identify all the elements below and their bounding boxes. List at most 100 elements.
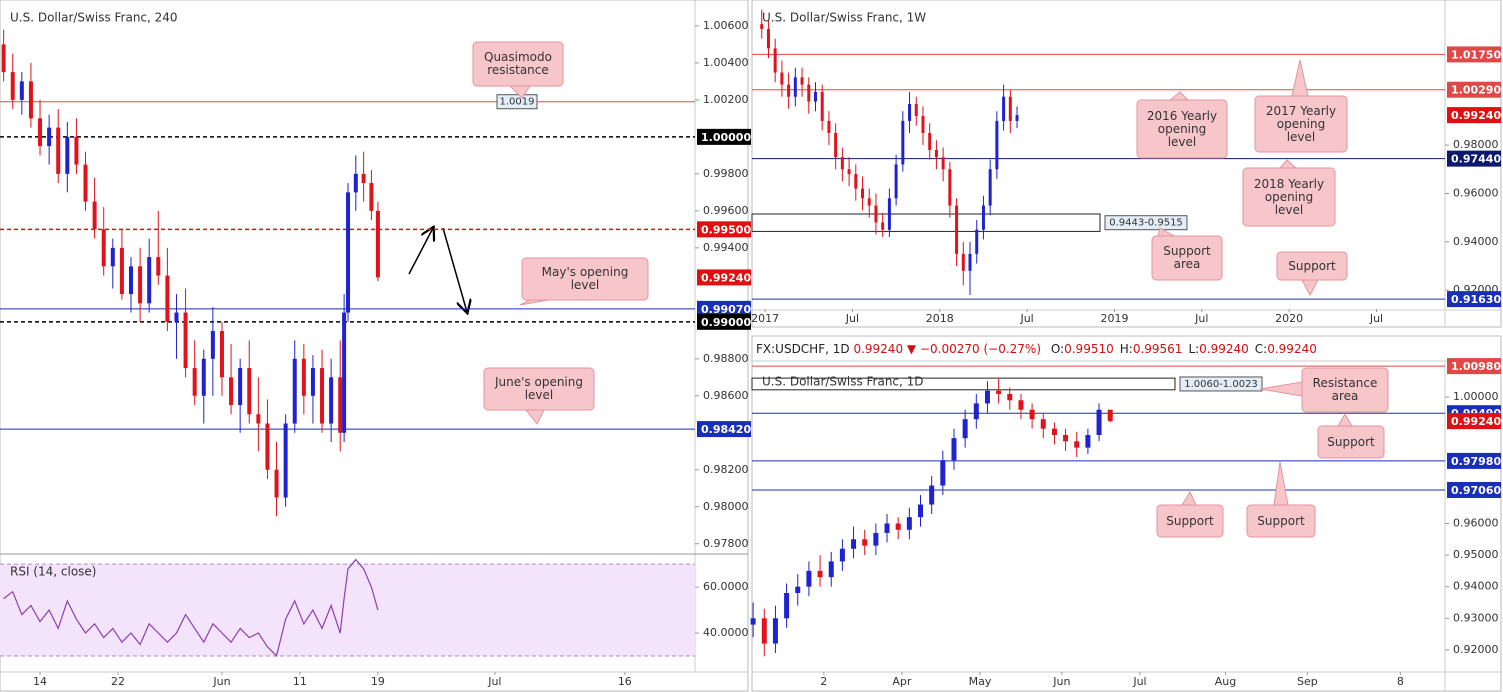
x-tick-label: 14 — [33, 675, 47, 688]
level-label-bg — [1447, 81, 1501, 98]
stat-label: O: — [1050, 342, 1065, 356]
candle-body — [929, 485, 935, 505]
callout-pointer — [1291, 59, 1309, 97]
callout-pointer — [1168, 91, 1190, 101]
candle-body — [101, 229, 106, 267]
y-tick-label: 1.00400 — [703, 56, 749, 69]
callout-pointer — [519, 299, 549, 306]
zone-tag-bg — [1104, 215, 1188, 231]
candle-body — [874, 205, 878, 223]
candle-body — [995, 120, 999, 170]
level-tag: 1.0019 — [500, 97, 535, 108]
candle-body — [941, 157, 945, 170]
level-label-bg — [697, 421, 751, 438]
level-label-bg — [1447, 291, 1501, 308]
zone-tag-bg — [1179, 376, 1263, 392]
candle-body — [854, 174, 858, 189]
x-tick-label: Jul — [1132, 675, 1146, 688]
candle-body — [820, 91, 824, 121]
stat-value: 0.99240 — [1267, 342, 1317, 356]
candle-body — [807, 84, 811, 102]
candle-body — [1107, 409, 1113, 422]
callout-text: 2018 Yearly opening level — [1253, 176, 1325, 217]
stat-label: C: — [1254, 342, 1268, 356]
level-label-bg — [1447, 452, 1501, 469]
candle-body — [1051, 428, 1057, 435]
candle-body — [766, 29, 770, 49]
callout-text: June's opening level — [494, 375, 583, 402]
candle-body — [342, 312, 347, 433]
callout-box — [472, 41, 564, 87]
candle-body — [92, 201, 97, 230]
layer — [0, 53, 1445, 657]
callout-pointer — [1301, 279, 1319, 297]
candle-body — [800, 77, 804, 85]
x-tick-label: Jul — [1369, 312, 1383, 325]
callout-text: Quasimodo resistance — [484, 50, 552, 77]
stat-label: H: — [1119, 342, 1133, 356]
rsi-line — [3, 558, 379, 658]
callout-box — [1246, 504, 1316, 538]
zone — [751, 377, 1176, 391]
candle-body — [310, 368, 315, 396]
candle-body — [795, 586, 801, 593]
candle-body — [887, 198, 891, 230]
callout-text: Support area — [1163, 244, 1211, 271]
candle-body — [968, 253, 972, 271]
callout-pointer — [1337, 413, 1353, 427]
candle-body — [975, 229, 979, 254]
callout-box — [1276, 251, 1348, 281]
candle-body — [948, 169, 952, 206]
y-tick-label: 0.93000 — [1453, 611, 1499, 624]
last-price: 0.99240 — [853, 342, 904, 356]
candle-body — [780, 72, 784, 85]
level-label: 0.99070 — [701, 303, 751, 316]
candle-body — [961, 253, 965, 271]
candle-body — [292, 358, 297, 424]
y-tick-label: 1.00600 — [703, 19, 749, 32]
candle-body — [828, 561, 834, 578]
stat-value: 0.99561 — [1132, 342, 1183, 356]
level-label-bg — [697, 221, 751, 238]
callout-text: Resistance area — [1312, 376, 1378, 403]
level-label-bg — [1447, 481, 1501, 498]
y-tick-label: 0.94000 — [1453, 235, 1499, 248]
arrow — [408, 228, 433, 275]
y-tick-label: 40.0000 — [703, 626, 749, 639]
callout-pointer — [1273, 461, 1289, 506]
candle-body — [301, 358, 306, 396]
candle-body — [338, 377, 343, 433]
x-tick-label: 2 — [820, 675, 827, 688]
stat-value: 0.99240 — [1199, 342, 1249, 356]
stat-value: 0.99510 — [1064, 342, 1114, 356]
x-tick-label: 2020 — [1275, 312, 1303, 325]
candle-body — [996, 390, 1002, 394]
callout-text: Support — [1327, 434, 1375, 449]
y-tick-label: 0.98600 — [703, 389, 749, 402]
level-label: 1.01750 — [1451, 48, 1501, 61]
y-tick-label: 0.98000 — [703, 500, 749, 513]
layer — [1, 9, 1113, 658]
candle-body — [895, 523, 901, 530]
callout-text: Support — [1288, 258, 1336, 273]
candle-body — [787, 84, 791, 97]
y-tick-label: 0.97800 — [703, 537, 749, 550]
y-tick-label: 0.96000 — [1453, 186, 1499, 199]
candle-body — [884, 523, 890, 533]
level-tag-bg — [496, 94, 538, 110]
level-label-bg — [1447, 413, 1501, 430]
candle-body — [1063, 434, 1069, 442]
candle-body — [1018, 400, 1024, 410]
symbol: FX:USDCHF, 1D — [756, 342, 850, 356]
panel-border — [751, 0, 1502, 328]
candle-body — [138, 266, 143, 304]
x-tick-label: 19 — [371, 675, 385, 688]
callout-box — [1254, 95, 1348, 153]
candle-body — [908, 103, 912, 121]
candle-body — [1085, 434, 1091, 448]
candle-body — [274, 469, 279, 498]
candle-body — [147, 257, 152, 304]
candle-body — [192, 368, 197, 396]
candle-body — [219, 331, 224, 378]
